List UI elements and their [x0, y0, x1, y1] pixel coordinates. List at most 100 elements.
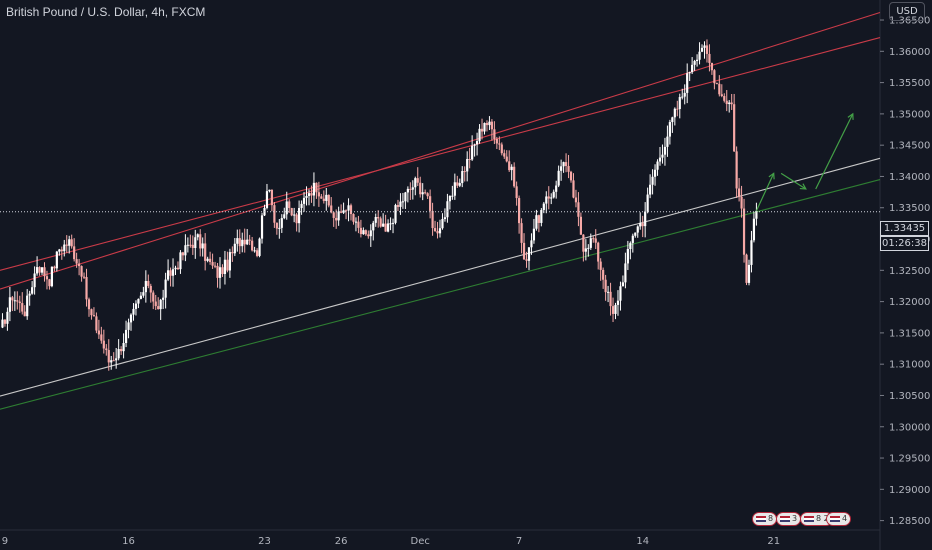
candle-body [241, 239, 244, 247]
candle-body [354, 221, 358, 223]
candle-body [127, 322, 130, 330]
candle-body [325, 194, 328, 201]
price-tick-label: 1.36500 [889, 16, 930, 27]
candle-body [634, 232, 637, 236]
candle-body [78, 263, 81, 267]
candle-body [532, 228, 536, 241]
candle-body [651, 176, 654, 185]
price-tick-label: 1.31000 [889, 360, 930, 371]
candle-body [631, 235, 634, 243]
candle-body [453, 182, 456, 196]
candle-body [191, 244, 194, 249]
candle-body [698, 51, 701, 60]
candle-body [414, 178, 417, 188]
bar-countdown-tag: 01:26:38 [880, 236, 929, 251]
candle-body [320, 196, 323, 199]
currency-button[interactable]: USD [889, 2, 925, 21]
candle-body [236, 238, 239, 244]
economic-event-badge[interactable]: 3 [776, 512, 802, 526]
candle-body [562, 162, 565, 167]
candle-body [616, 300, 620, 305]
candle-body [231, 252, 234, 254]
candle-body [246, 239, 249, 245]
candle-body [265, 191, 269, 208]
time-tick-label: Dec [411, 536, 430, 547]
candle-body [624, 263, 627, 283]
candle-body [401, 201, 405, 203]
candle-body [171, 269, 175, 276]
candle-body [377, 216, 380, 219]
candle-body [147, 281, 150, 286]
candle-body [228, 252, 231, 271]
candle-body [110, 360, 113, 363]
candle-body [522, 242, 526, 260]
candle-body [330, 205, 333, 213]
candle-body [169, 270, 172, 276]
candle-body [508, 161, 511, 171]
candle-body [438, 228, 442, 234]
candle-body [683, 92, 686, 97]
event-count: 8 [768, 514, 774, 523]
candle-body [560, 166, 563, 171]
candle-body [691, 64, 694, 73]
candle-body [117, 349, 120, 359]
candle-body [164, 279, 167, 298]
projection-arrow-line [755, 173, 775, 212]
candle-body [592, 238, 595, 240]
candle-body [718, 83, 721, 95]
candle-body [248, 239, 251, 241]
candle-body [485, 122, 489, 126]
economic-event-badge[interactable]: 4 [826, 512, 852, 526]
candle-body [550, 197, 553, 199]
candle-body [668, 122, 671, 137]
candle-body [520, 223, 523, 243]
candle-body [179, 252, 182, 270]
price-tick-label: 1.34500 [889, 141, 930, 152]
candle-body [55, 251, 58, 269]
candle-body [733, 104, 736, 152]
candle-body [31, 287, 34, 294]
candle-body [572, 180, 575, 198]
candle-body [740, 196, 743, 209]
candle-body [1, 319, 4, 328]
candle-body [542, 203, 545, 210]
candle-body [681, 96, 684, 98]
candle-body [342, 210, 345, 213]
trend-line [0, 37, 881, 271]
candle-body [310, 193, 313, 196]
candle-body [555, 185, 558, 192]
candle-body [268, 189, 271, 192]
candle-body [280, 218, 283, 228]
candle-body [597, 242, 600, 262]
candle-body [369, 230, 372, 237]
candle-body [577, 202, 580, 217]
candle-body [686, 73, 689, 93]
candle-body [505, 156, 508, 162]
candle-body [218, 267, 222, 278]
candle-body [122, 342, 125, 352]
candle-body [75, 259, 78, 264]
candle-body [273, 205, 276, 223]
candle-body [243, 239, 246, 245]
candle-body [58, 249, 61, 252]
last-price-tag: 1.33435 [880, 221, 929, 236]
candle-body [63, 244, 66, 252]
candle-body [495, 139, 498, 144]
candle-body [186, 244, 189, 246]
candle-body [419, 182, 422, 195]
time-tick-label: 23 [258, 536, 271, 547]
candle-body [396, 205, 400, 207]
candle-body [429, 196, 432, 211]
projection-arrow-head [768, 172, 775, 180]
candle-body [68, 239, 71, 246]
candle-body [725, 100, 728, 105]
economic-event-badge[interactable]: 8 [752, 512, 778, 526]
candle-body [589, 238, 592, 248]
candle-body [473, 144, 476, 146]
candle-body [391, 222, 395, 224]
candle-body [547, 196, 550, 199]
candle-body [527, 247, 531, 261]
candle-body [663, 146, 667, 155]
time-tick-label: 7 [516, 536, 522, 547]
